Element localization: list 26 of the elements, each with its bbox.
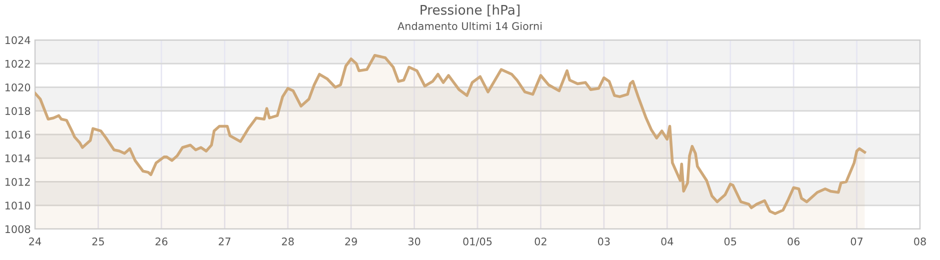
y-tick-label: 1020 [5,83,30,92]
x-tick-label: 26 [156,238,168,246]
y-tick-label: 1008 [5,225,30,234]
chart-title: Pressione [hPa] [420,4,520,16]
x-tick-label: 04 [661,238,674,246]
y-tick-label: 1014 [5,154,30,162]
chart-subtitle: Andamento Ultimi 14 Giorni [398,22,542,30]
x-tick-label: 30 [408,238,420,246]
x-tick-label: 01/05 [463,238,492,246]
y-tick-label: 1010 [5,202,30,210]
x-tick-label: 28 [282,238,294,246]
x-tick-label: 06 [788,238,800,246]
x-tick-label: 02 [534,238,546,246]
x-tick-label: 07 [850,238,863,246]
x-tick-label: 27 [218,238,230,246]
y-tick-label: 1018 [5,107,30,115]
y-tick-label: 1024 [5,36,30,44]
y-tick-label: 1022 [5,60,30,68]
x-tick-label: 29 [345,238,357,246]
x-tick-label: 03 [598,238,610,246]
x-tick-label: 08 [914,238,926,246]
x-tick-label: 25 [92,238,104,246]
y-tick-label: 1012 [5,178,30,186]
x-tick-label: 05 [724,238,736,246]
x-tick-label: 24 [29,238,42,246]
y-tick-label: 1016 [5,130,30,139]
